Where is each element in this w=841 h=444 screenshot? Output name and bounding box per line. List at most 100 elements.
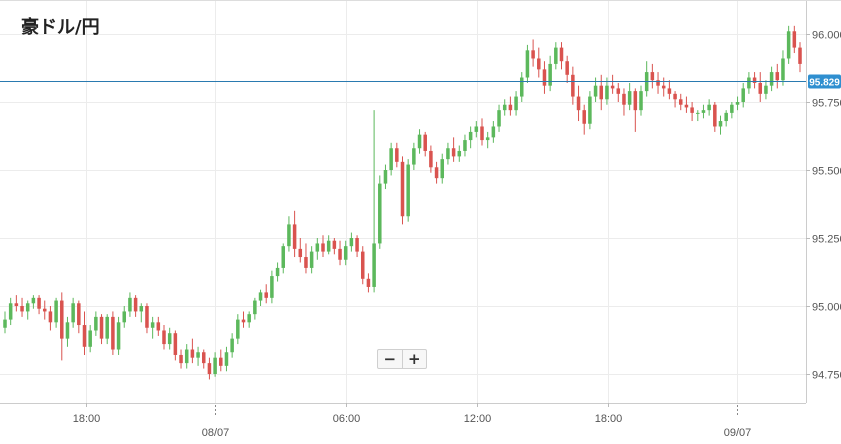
candle bbox=[661, 77, 666, 97]
candle-body bbox=[752, 77, 757, 83]
candle-body bbox=[372, 243, 376, 287]
candle-body bbox=[758, 82, 763, 94]
candle bbox=[531, 39, 535, 67]
candle bbox=[20, 297, 24, 317]
candle bbox=[497, 104, 501, 132]
candle bbox=[338, 240, 342, 266]
candle-body bbox=[258, 292, 263, 301]
chart-title: 豪ドル/円 bbox=[21, 16, 100, 38]
candle-body bbox=[440, 159, 445, 179]
candle-body bbox=[99, 316, 104, 339]
candle-body bbox=[236, 319, 240, 339]
candle-body bbox=[735, 102, 740, 105]
candle-body bbox=[395, 148, 399, 162]
candle-body bbox=[446, 148, 450, 160]
candle-body bbox=[434, 167, 439, 179]
candle-body bbox=[326, 240, 331, 252]
candle bbox=[60, 292, 64, 361]
candle bbox=[622, 88, 626, 116]
candle bbox=[230, 333, 234, 358]
candle-body bbox=[593, 85, 598, 97]
candles bbox=[3, 25, 802, 380]
candle bbox=[491, 121, 496, 143]
candle-body bbox=[798, 47, 802, 64]
y-tick-label: 96.000 bbox=[812, 30, 841, 42]
candle-body bbox=[14, 303, 19, 306]
candle-body bbox=[156, 322, 161, 331]
candle bbox=[735, 96, 740, 111]
y-tick-label: 95.000 bbox=[812, 302, 841, 314]
candle bbox=[258, 289, 263, 306]
candle bbox=[412, 142, 416, 170]
candle bbox=[179, 349, 183, 369]
candle bbox=[378, 175, 382, 249]
candle bbox=[42, 300, 47, 320]
candle-body bbox=[531, 50, 535, 59]
candle bbox=[792, 25, 797, 54]
candle-body bbox=[60, 300, 64, 339]
candle bbox=[741, 82, 745, 108]
y-tick-label: 94.750 bbox=[812, 370, 841, 382]
candle-body bbox=[167, 333, 172, 345]
candle bbox=[116, 316, 121, 355]
candle bbox=[752, 72, 757, 89]
candle bbox=[588, 91, 592, 130]
candle bbox=[650, 63, 655, 89]
candle bbox=[162, 325, 166, 350]
candle-body bbox=[332, 240, 337, 249]
candle bbox=[406, 159, 410, 222]
candle-body bbox=[201, 352, 206, 364]
candle bbox=[332, 238, 337, 255]
candle-body bbox=[639, 91, 643, 111]
candle-body bbox=[105, 316, 109, 339]
candle-body bbox=[491, 126, 496, 138]
candle bbox=[196, 346, 200, 366]
candle bbox=[349, 232, 354, 252]
candle-body bbox=[656, 80, 660, 86]
candle-body bbox=[287, 224, 291, 247]
candle bbox=[673, 91, 677, 108]
candle-body bbox=[400, 161, 405, 217]
candle bbox=[287, 216, 291, 252]
candle-body bbox=[599, 85, 604, 100]
candle bbox=[99, 314, 104, 345]
candle-body bbox=[253, 300, 257, 315]
candle-body bbox=[485, 137, 490, 141]
candle bbox=[65, 316, 70, 347]
candle-body bbox=[309, 251, 314, 268]
candle-body bbox=[360, 251, 365, 279]
candle bbox=[241, 311, 246, 328]
candle bbox=[446, 142, 450, 165]
candle-body bbox=[537, 58, 541, 70]
candle bbox=[105, 314, 109, 345]
candle bbox=[605, 77, 609, 105]
candle bbox=[88, 325, 92, 353]
candle-body bbox=[383, 170, 388, 184]
candle-body bbox=[457, 150, 462, 157]
candle bbox=[167, 327, 172, 350]
candle-body bbox=[315, 243, 320, 252]
candle bbox=[559, 42, 564, 70]
candle-body bbox=[338, 248, 342, 260]
candle-body bbox=[582, 110, 586, 124]
candle bbox=[139, 303, 144, 323]
candle-body bbox=[718, 121, 723, 127]
zoom-in-button[interactable]: + bbox=[401, 350, 427, 368]
candle bbox=[525, 44, 530, 83]
candle-body bbox=[627, 91, 632, 105]
candle-body bbox=[42, 308, 47, 312]
candle bbox=[360, 246, 365, 285]
candle bbox=[724, 110, 728, 127]
candle bbox=[3, 311, 7, 334]
candle bbox=[684, 96, 689, 113]
candle bbox=[667, 80, 672, 100]
zoom-out-button[interactable]: − bbox=[383, 349, 397, 368]
candle bbox=[468, 126, 473, 149]
candle bbox=[582, 104, 586, 135]
candle bbox=[309, 246, 314, 274]
candle-body bbox=[88, 330, 92, 347]
candle bbox=[122, 306, 127, 328]
zoom-controls: − + bbox=[377, 349, 427, 369]
candle-body bbox=[31, 297, 36, 304]
